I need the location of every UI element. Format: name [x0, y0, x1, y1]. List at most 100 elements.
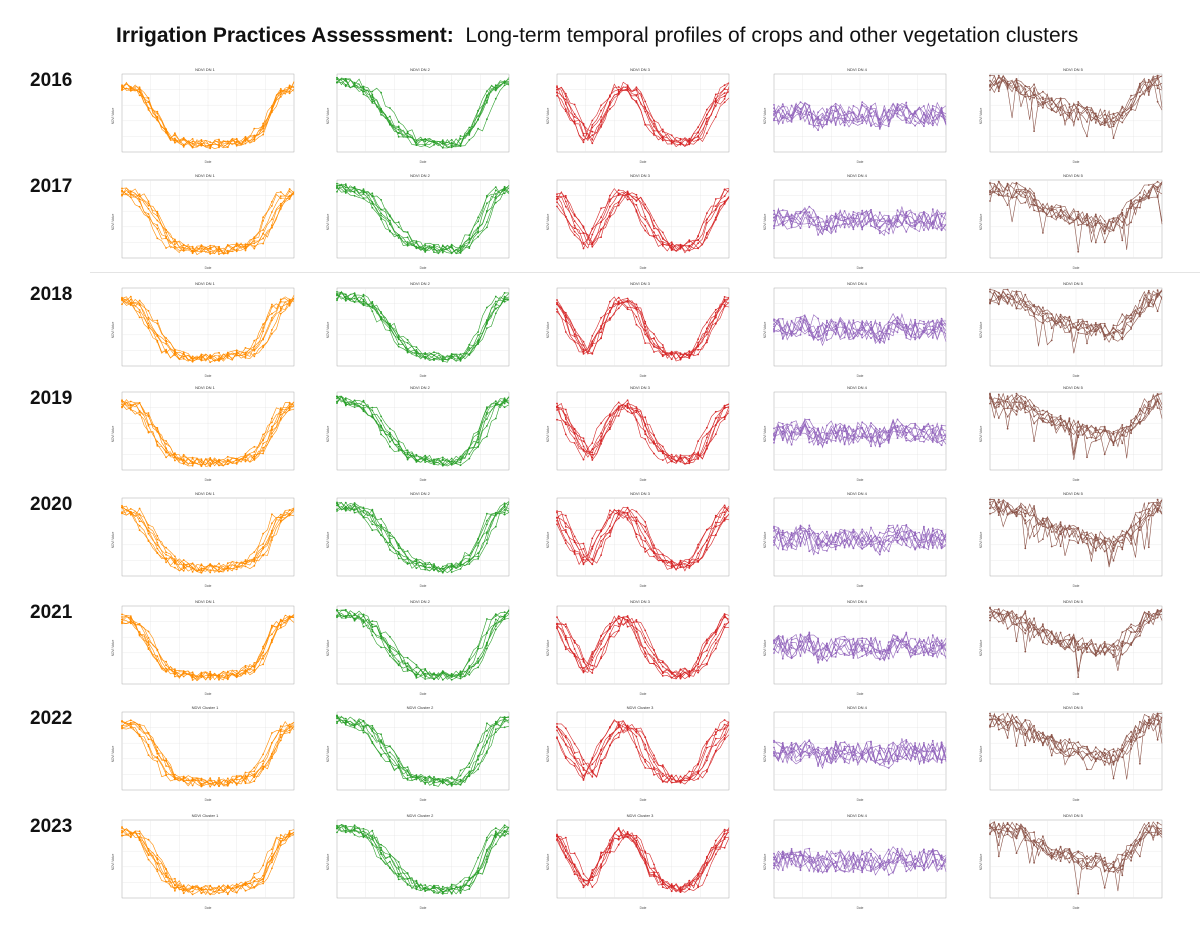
data-point	[1050, 99, 1053, 102]
data-point	[817, 552, 819, 555]
data-point	[714, 208, 717, 211]
data-point	[582, 242, 585, 245]
data-point	[781, 105, 784, 108]
data-point	[723, 202, 726, 205]
data-point	[923, 538, 925, 541]
data-point	[226, 455, 229, 458]
data-point	[1094, 323, 1097, 326]
data-point	[997, 180, 1000, 183]
data-point	[609, 525, 611, 527]
data-point	[1103, 223, 1106, 226]
data-point	[773, 433, 775, 436]
data-point	[415, 461, 418, 463]
data-point	[799, 634, 802, 637]
data-point	[288, 615, 291, 617]
data-point	[415, 346, 418, 348]
data-point	[617, 303, 620, 305]
data-point	[870, 445, 872, 448]
series-line	[556, 86, 730, 147]
data-point	[371, 514, 374, 516]
data-point	[344, 615, 347, 617]
data-point	[424, 243, 427, 245]
data-point	[165, 561, 167, 564]
data-point	[896, 426, 899, 429]
data-point	[494, 295, 497, 298]
data-point	[279, 191, 282, 193]
data-point	[389, 541, 391, 544]
y-axis-label: NDVI Value	[546, 108, 550, 125]
data-point	[1094, 533, 1097, 536]
data-point	[1147, 610, 1150, 613]
data-point	[688, 562, 691, 565]
data-point	[896, 226, 899, 228]
data-point	[121, 506, 123, 509]
panel-2019-4: NDVI DN 4 NDVI Value Date	[762, 384, 952, 484]
data-point	[336, 81, 338, 84]
data-point	[564, 514, 567, 517]
data-point	[1086, 135, 1088, 138]
data-point	[1103, 652, 1106, 655]
data-point	[459, 356, 462, 359]
data-point	[486, 407, 488, 410]
data-point	[1059, 217, 1062, 219]
data-point	[226, 460, 229, 463]
data-point	[1086, 342, 1088, 345]
data-point	[174, 672, 176, 675]
data-point	[371, 409, 374, 412]
data-point	[406, 562, 409, 564]
data-point	[1156, 84, 1159, 87]
data-point	[1121, 429, 1124, 432]
data-point	[609, 414, 611, 417]
data-point	[1094, 224, 1097, 227]
data-point	[138, 633, 141, 636]
data-point	[235, 674, 238, 677]
series-line	[989, 395, 1163, 448]
data-point	[799, 640, 802, 643]
data-point	[389, 655, 391, 657]
data-point	[397, 547, 400, 550]
series-line	[121, 507, 295, 573]
data-point	[653, 235, 655, 238]
data-point	[940, 434, 943, 436]
data-point	[415, 349, 418, 351]
data-point	[887, 543, 890, 546]
data-point	[397, 233, 400, 236]
data-point	[688, 352, 691, 354]
data-point	[697, 135, 699, 137]
data-point	[494, 615, 497, 617]
data-point	[826, 646, 828, 649]
data-point	[1059, 424, 1062, 427]
data-point	[644, 425, 647, 427]
data-point	[1112, 120, 1115, 123]
data-point	[200, 140, 203, 143]
data-point	[1147, 512, 1150, 515]
y-axis-label: NDVI Value	[763, 214, 767, 231]
data-point	[271, 200, 273, 203]
data-point	[609, 625, 611, 628]
data-point	[653, 227, 655, 230]
data-point	[279, 626, 282, 629]
y-axis-label: NDVI Value	[326, 108, 330, 125]
data-point	[1094, 549, 1097, 552]
data-point	[389, 549, 391, 551]
data-point	[600, 116, 602, 118]
data-point	[679, 668, 682, 671]
data-point	[191, 247, 194, 249]
y-axis-label: NDVI Value	[326, 426, 330, 443]
data-point	[834, 217, 837, 220]
data-point	[635, 630, 638, 633]
data-point	[826, 224, 828, 227]
page-title: Irrigation Practices Assesssment: Long-t…	[116, 24, 1078, 48]
data-point	[799, 545, 802, 547]
data-point	[1130, 199, 1132, 202]
series-line	[773, 316, 947, 347]
data-point	[353, 83, 356, 86]
data-point	[1050, 107, 1053, 110]
data-point	[1156, 498, 1159, 501]
data-point	[336, 291, 338, 293]
x-axis-label: Date	[420, 584, 427, 588]
data-point	[1130, 320, 1132, 323]
panel-2017-5: NDVI DN 5 NDVI Value Date	[978, 172, 1168, 272]
data-point	[600, 207, 602, 210]
data-point	[931, 547, 934, 549]
